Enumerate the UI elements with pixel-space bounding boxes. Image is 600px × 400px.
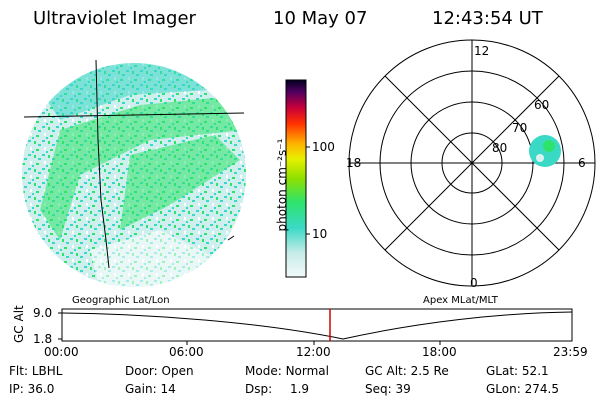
status-ip-value: 36.0 [27, 382, 55, 396]
status-seq-value: 39 [395, 382, 411, 396]
status-glat-value: 52.1 [521, 364, 549, 378]
timeline-plot [58, 308, 573, 345]
polar-plot [348, 39, 596, 287]
status-mode-label: Mode: [245, 364, 282, 378]
status-mode-value: Normal [285, 364, 329, 378]
status-gain-label: Gain: [125, 382, 157, 396]
status-flt: Flt: LBHL [9, 364, 62, 378]
lat-label-60: 60 [534, 98, 550, 112]
timeline-x-tick-0000: 00:00 [44, 345, 79, 359]
timeline-y-label: GC Alt [12, 305, 26, 343]
timeline-x-tick-1200: 12:00 [296, 345, 331, 359]
timeline-y-tick-top: 9.0 [33, 306, 53, 320]
timeline-x-tick-2359: 23:59 [553, 345, 588, 359]
status-glon: GLon: 274.5 [486, 382, 559, 396]
status-ip-label: IP: [9, 382, 24, 396]
status-mode: Mode: Normal [245, 364, 329, 378]
colorbar [285, 79, 310, 278]
timeline-y-tick-bottom: 1.8 [33, 332, 53, 346]
status-door: Door: Open [125, 364, 194, 378]
status-glat-label: GLat: [486, 364, 519, 378]
status-seq: Seq: 39 [365, 382, 411, 396]
instrument-title: Ultraviolet Imager [33, 8, 196, 29]
polar-auroral-spot [529, 135, 561, 167]
date-label: 10 May 07 [273, 8, 368, 29]
mlt-label-0: 0 [470, 276, 478, 290]
colorbar-label: photon cm⁻²s⁻¹ [275, 138, 289, 232]
status-gc-alt-label: GC Alt: [365, 364, 407, 378]
status-ip: IP: 36.0 [9, 382, 54, 396]
lat-label-70: 70 [512, 121, 528, 135]
status-gain: Gain: 14 [125, 382, 176, 396]
status-dsp: Dsp: 1.9 [245, 382, 309, 396]
status-gain-value: 14 [160, 382, 176, 396]
status-flt-label: Flt: [9, 364, 28, 378]
colorbar-tick-100: 100 [312, 140, 335, 154]
status-glon-label: GLon: [486, 382, 521, 396]
status-door-value: Open [161, 364, 194, 378]
mlt-label-18: 18 [346, 156, 362, 170]
status-glat: GLat: 52.1 [486, 364, 549, 378]
mlt-label-12: 12 [474, 44, 490, 58]
status-dsp-label: Dsp: [245, 382, 273, 396]
status-gc-alt: GC Alt: 2.5 Re [365, 364, 449, 378]
status-door-label: Door: [125, 364, 158, 378]
time-label: 12:43:54 UT [432, 8, 543, 29]
timeline-left-title: Geographic Lat/Lon [72, 295, 170, 306]
status-seq-label: Seq: [365, 382, 392, 396]
timeline-x-tick-0600: 06:00 [169, 345, 204, 359]
status-glon-value: 274.5 [524, 382, 559, 396]
auroral-image [22, 59, 246, 287]
colorbar-tick-10: 10 [312, 227, 328, 241]
status-flt-value: LBHL [31, 364, 63, 378]
timeline-right-title: Apex MLat/MLT [423, 295, 498, 306]
lat-label-80: 80 [492, 141, 508, 155]
status-dsp-value: 1.9 [289, 382, 310, 396]
status-gc-alt-value: 2.5 Re [410, 364, 449, 378]
mlt-label-6: 6 [578, 156, 586, 170]
timeline-x-tick-1800: 18:00 [422, 345, 457, 359]
